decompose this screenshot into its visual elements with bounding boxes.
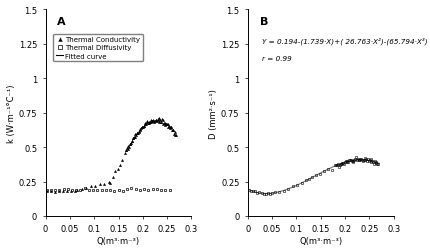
Thermal Diffusivity	[74, 188, 79, 191]
Text: B: B	[260, 17, 268, 26]
Thermal Conductivity	[52, 191, 57, 194]
Thermal Diffusivity	[125, 188, 130, 191]
Thermal Conductivity	[169, 127, 174, 130]
Thermal Diffusivity	[91, 189, 96, 192]
Thermal Diffusivity	[65, 188, 71, 191]
Line: Thermal Diffusivity: Thermal Diffusivity	[45, 187, 171, 192]
Thermal Diffusivity	[120, 189, 126, 192]
Thermal Diffusivity	[163, 189, 168, 192]
Thermal Diffusivity	[129, 187, 134, 190]
Thermal Diffusivity	[61, 188, 66, 191]
Thermal Diffusivity	[52, 189, 58, 192]
Thermal Conductivity	[127, 143, 132, 146]
Text: A: A	[57, 17, 66, 26]
Thermal Conductivity	[173, 134, 178, 137]
Thermal Diffusivity	[133, 188, 138, 191]
Thermal Diffusivity	[154, 188, 160, 191]
Thermal Diffusivity	[82, 187, 87, 190]
Thermal Diffusivity	[167, 189, 172, 192]
Thermal Diffusivity	[108, 188, 113, 192]
Text: r = 0.99: r = 0.99	[262, 56, 292, 62]
Text: Y = 0.194-(1.739·X)+( 26.763·X²)-(65.794·X³): Y = 0.194-(1.739·X)+( 26.763·X²)-(65.794…	[262, 37, 428, 45]
Thermal Conductivity	[44, 189, 49, 192]
Thermal Diffusivity	[44, 188, 49, 191]
Thermal Diffusivity	[69, 189, 74, 192]
Y-axis label: D (mm²·s⁻¹): D (mm²·s⁻¹)	[209, 88, 218, 138]
Thermal Conductivity	[167, 126, 172, 129]
Thermal Diffusivity	[48, 188, 53, 192]
Thermal Diffusivity	[137, 188, 142, 191]
Thermal Diffusivity	[116, 189, 121, 192]
Line: Thermal Conductivity: Thermal Conductivity	[45, 117, 177, 193]
Thermal Conductivity	[156, 117, 161, 120]
Y-axis label: k (W·m⁻¹°C⁻¹): k (W·m⁻¹°C⁻¹)	[7, 84, 16, 142]
Thermal Diffusivity	[141, 188, 147, 191]
Thermal Diffusivity	[146, 188, 151, 192]
Thermal Diffusivity	[112, 190, 117, 193]
Thermal Conductivity	[147, 121, 152, 124]
Thermal Conductivity	[170, 129, 175, 132]
X-axis label: Q(m³·m⁻³): Q(m³·m⁻³)	[97, 236, 140, 245]
Thermal Diffusivity	[95, 189, 100, 192]
X-axis label: Q(m³·m⁻³): Q(m³·m⁻³)	[299, 236, 342, 245]
Thermal Diffusivity	[150, 187, 155, 191]
Thermal Diffusivity	[103, 188, 108, 192]
Thermal Diffusivity	[78, 189, 83, 192]
Thermal Conductivity	[168, 126, 173, 129]
Thermal Diffusivity	[57, 189, 62, 192]
Thermal Diffusivity	[99, 189, 104, 192]
Legend: Thermal Conductivity, Thermal Diffusivity, Fitted curve: Thermal Conductivity, Thermal Diffusivit…	[53, 35, 143, 62]
Thermal Diffusivity	[86, 189, 92, 192]
Thermal Diffusivity	[159, 189, 164, 192]
